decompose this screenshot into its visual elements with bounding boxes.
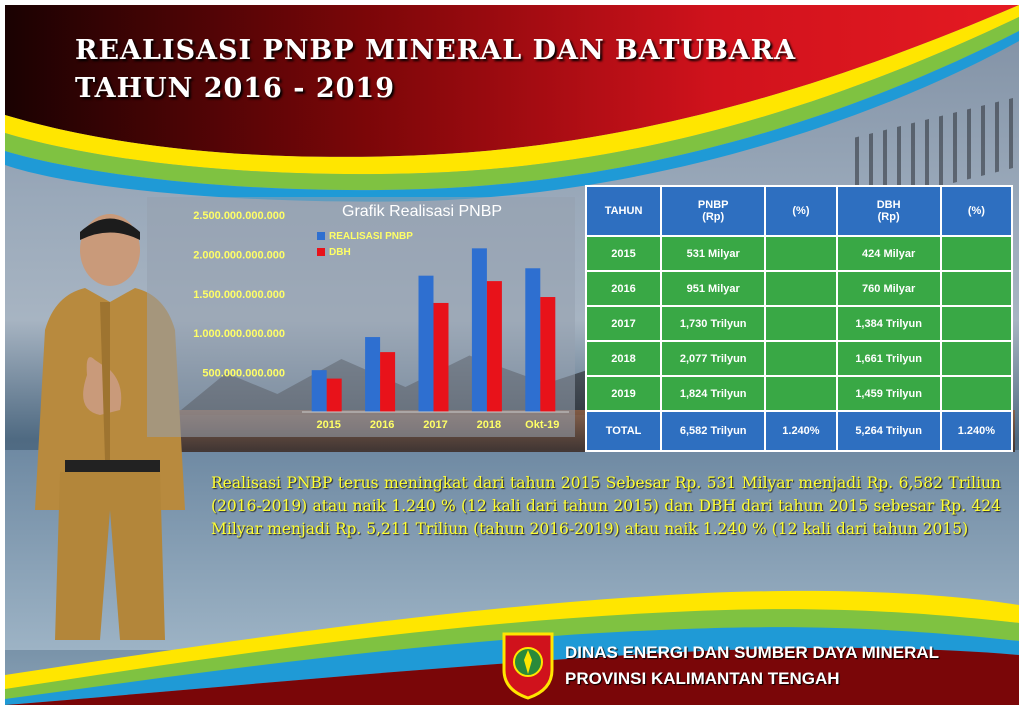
header-pnbp: PNBP (Rp) <box>660 185 767 237</box>
y-tick-label: 2.000.000.000.000 <box>193 249 285 261</box>
bar-pnbp <box>311 370 327 412</box>
legend-swatch-dbh <box>317 248 325 257</box>
cell-total-pnbp-percent: 1.240% <box>764 410 838 452</box>
cell-year: 2015 <box>584 235 663 272</box>
table-header-row: TAHUN PNBP (Rp) (%) DBH (Rp) (%) <box>584 185 1014 237</box>
y-tick-label: 1.000.000.000.000 <box>193 328 285 340</box>
cell-dbh-percent <box>939 270 1014 307</box>
cell-dbh: 1,661 Trilyun <box>835 340 942 377</box>
bar-pnbp <box>418 275 434 412</box>
legend-item-dbh: DBH <box>317 247 351 258</box>
table-row: 2017 1,730 Trilyun 1,384 Trilyun <box>584 305 1014 342</box>
bar-pnbp <box>525 268 541 412</box>
cell-pnbp-percent <box>764 235 838 272</box>
y-tick-label: 500.000.000.000 <box>202 368 285 380</box>
cell-dbh-percent <box>939 305 1014 342</box>
cell-pnbp: 2,077 Trilyun <box>660 340 767 377</box>
slide: REALISASI PNBP MINERAL DAN BATUBARA TAHU… <box>5 5 1019 705</box>
bar-dbh <box>433 302 449 412</box>
cell-dbh-percent <box>939 375 1014 412</box>
x-tick-label: 2016 <box>370 419 394 431</box>
province-emblem-icon <box>502 632 554 700</box>
chart-title: Grafik Realisasi PNBP <box>342 203 503 220</box>
cell-dbh: 424 Milyar <box>835 235 942 272</box>
cell-pnbp-percent <box>764 270 838 307</box>
bar-dbh <box>540 297 556 412</box>
x-tick-label: Okt-19 <box>525 419 559 431</box>
cell-total-pnbp: 6,582 Trilyun <box>660 410 767 452</box>
bar-dbh <box>380 352 396 412</box>
cell-dbh-percent <box>939 340 1014 377</box>
cell-total-dbh-percent: 1.240% <box>939 410 1014 452</box>
cell-year: 2016 <box>584 270 663 307</box>
legend-swatch-pnbp <box>317 232 325 241</box>
cell-year: 2018 <box>584 340 663 377</box>
cell-pnbp: 1,824 Trilyun <box>660 375 767 412</box>
table-row: 2018 2,077 Trilyun 1,661 Trilyun <box>584 340 1014 377</box>
description-text: Realisasi PNBP terus meningkat dari tahu… <box>211 474 1001 538</box>
cell-dbh: 1,384 Trilyun <box>835 305 942 342</box>
cell-dbh-percent <box>939 235 1014 272</box>
cell-dbh: 760 Milyar <box>835 270 942 307</box>
cell-total-label: TOTAL <box>584 410 663 452</box>
table-row: 2015 531 Milyar 424 Milyar <box>584 235 1014 272</box>
cell-pnbp-percent <box>764 305 838 342</box>
page-title-line1: REALISASI PNBP MINERAL DAN BATUBARA <box>75 35 797 66</box>
x-tick-label: 2018 <box>477 419 501 431</box>
table-row: 2019 1,824 Trilyun 1,459 Trilyun <box>584 375 1014 412</box>
cell-pnbp: 1,730 Trilyun <box>660 305 767 342</box>
header-tahun: TAHUN <box>584 185 663 237</box>
pnbp-table: TAHUN PNBP (Rp) (%) DBH (Rp) (%) 2015 53… <box>584 185 1014 452</box>
bar-pnbp <box>471 248 487 412</box>
y-tick-label: 1.500.000.000.000 <box>193 289 285 301</box>
cell-total-dbh: 5,264 Trilyun <box>835 410 942 452</box>
y-tick-label: 2.500.000.000.000 <box>193 210 285 222</box>
legend-item-pnbp: REALISASI PNBP <box>317 231 413 242</box>
legend-label-dbh: DBH <box>329 247 351 258</box>
bar-chart: 500.000.000.000 1.000.000.000.000 1.500.00… <box>193 210 569 431</box>
cell-year: 2017 <box>584 305 663 342</box>
header-pnbp-percent: (%) <box>764 185 838 237</box>
footer-agency-name: DINAS ENERGI DAN SUMBER DAYA MINERAL <box>565 643 940 662</box>
cell-dbh: 1,459 Trilyun <box>835 375 942 412</box>
bar-dbh <box>326 378 342 412</box>
x-tick-label: 2017 <box>423 419 447 431</box>
page-title-line2: TAHUN 2016 - 2019 <box>75 73 395 104</box>
header-dbh-percent: (%) <box>939 185 1014 237</box>
footer-province-name: PROVINSI KALIMANTAN TENGAH <box>565 669 840 688</box>
cell-year: 2019 <box>584 375 663 412</box>
x-tick-label: 2015 <box>316 419 340 431</box>
table-total-row: TOTAL 6,582 Trilyun 1.240% 5,264 Trilyun… <box>584 410 1014 452</box>
legend-label-pnbp: REALISASI PNBP <box>329 231 413 242</box>
header-dbh: DBH (Rp) <box>835 185 942 237</box>
cell-pnbp-percent <box>764 340 838 377</box>
cell-pnbp-percent <box>764 375 838 412</box>
bar-pnbp <box>365 337 381 412</box>
cell-pnbp: 951 Milyar <box>660 270 767 307</box>
cell-pnbp: 531 Milyar <box>660 235 767 272</box>
chart-panel: 500.000.000.000 1.000.000.000.000 1.500.00… <box>147 197 575 437</box>
table-row: 2016 951 Milyar 760 Milyar <box>584 270 1014 307</box>
bar-dbh <box>486 281 502 412</box>
header-band <box>5 5 1019 202</box>
